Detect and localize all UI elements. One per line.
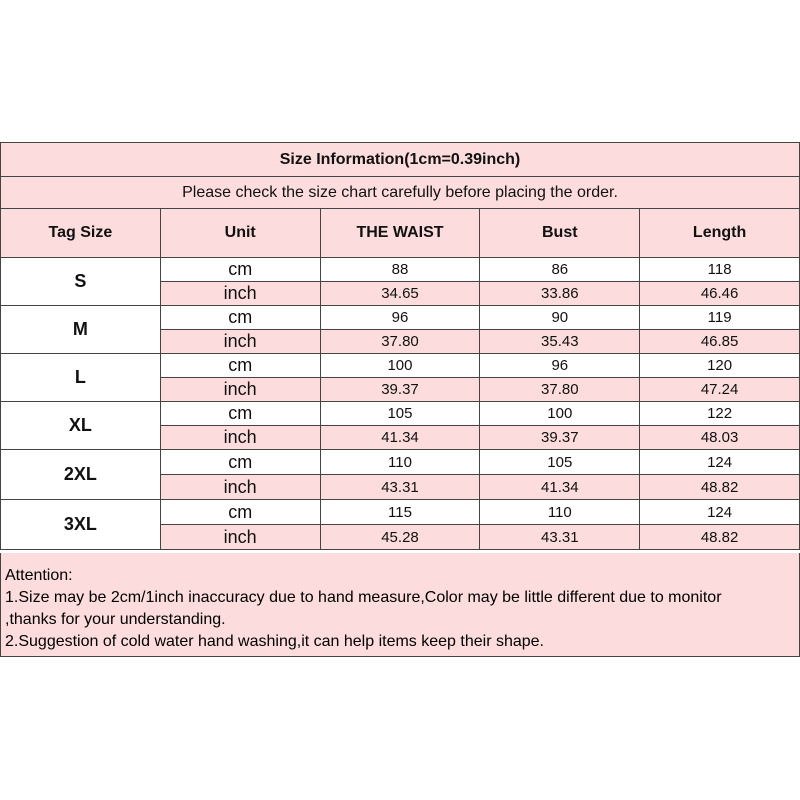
- attention-line: ,thanks for your understanding.: [5, 611, 226, 628]
- value-cell: 37.80: [319, 329, 481, 354]
- value-cell: 120: [639, 353, 800, 378]
- value-cell: 37.80: [479, 377, 641, 402]
- tag-size: 2XL: [0, 449, 161, 500]
- value-cell: 88: [319, 257, 481, 282]
- value-cell: 39.37: [319, 377, 481, 402]
- value-cell: 33.86: [479, 281, 641, 306]
- tag-size: S: [0, 257, 161, 306]
- table-row: XL cm 105 100 122: [0, 401, 800, 450]
- size-chart: Size Information(1cm=0.39inch) Please ch…: [0, 142, 800, 550]
- value-cell: 122: [639, 401, 800, 426]
- value-cell: 34.65: [319, 281, 481, 306]
- table-row: 3XL cm 115 110 124: [0, 499, 800, 550]
- header-unit: Unit: [159, 208, 321, 258]
- value-cell: 86: [479, 257, 641, 282]
- table-title: Size Information(1cm=0.39inch): [0, 142, 800, 177]
- unit-cell: inch: [159, 329, 321, 354]
- value-cell: 124: [639, 449, 800, 475]
- value-cell: 110: [479, 499, 641, 525]
- tag-size: M: [0, 305, 161, 354]
- value-cell: 48.82: [639, 524, 800, 550]
- table-row: inch 45.28 43.31 48.82: [0, 524, 800, 550]
- header-bust: Bust: [479, 208, 641, 258]
- value-cell: 43.31: [319, 474, 481, 500]
- value-cell: 124: [639, 499, 800, 525]
- value-cell: 118: [639, 257, 800, 282]
- value-cell: 100: [319, 353, 481, 378]
- unit-cell: cm: [159, 305, 321, 330]
- value-cell: 46.46: [639, 281, 800, 306]
- value-cell: 90: [479, 305, 641, 330]
- value-cell: 96: [319, 305, 481, 330]
- value-cell: 48.03: [639, 425, 800, 450]
- value-cell: 35.43: [479, 329, 641, 354]
- value-cell: 110: [319, 449, 481, 475]
- table-row: 2XL cm 110 105 124: [0, 449, 800, 500]
- value-cell: 43.31: [479, 524, 641, 550]
- unit-cell: inch: [159, 425, 321, 450]
- tag-size: L: [0, 353, 161, 402]
- value-cell: 115: [319, 499, 481, 525]
- unit-cell: cm: [159, 257, 321, 282]
- value-cell: 41.34: [319, 425, 481, 450]
- unit-cell: cm: [159, 353, 321, 378]
- unit-cell: cm: [159, 449, 321, 475]
- attention-heading: Attention:: [5, 567, 73, 584]
- header-tag-size: Tag Size: [0, 208, 161, 258]
- value-cell: 105: [479, 449, 641, 475]
- unit-cell: inch: [159, 524, 321, 550]
- unit-cell: inch: [159, 377, 321, 402]
- attention-line: 1.Size may be 2cm/1inch inaccuracy due t…: [5, 589, 722, 606]
- value-cell: 45.28: [319, 524, 481, 550]
- value-cell: 46.85: [639, 329, 800, 354]
- attention-notes: Attention: 1.Size may be 2cm/1inch inacc…: [0, 553, 800, 657]
- unit-cell: inch: [159, 474, 321, 500]
- unit-cell: inch: [159, 281, 321, 306]
- table-subtitle: Please check the size chart carefully be…: [0, 176, 800, 209]
- header-length: Length: [639, 208, 800, 258]
- tag-size: 3XL: [0, 499, 161, 550]
- attention-line: 2.Suggestion of cold water hand washing,…: [5, 633, 544, 650]
- header-waist: THE WAIST: [319, 208, 481, 258]
- value-cell: 47.24: [639, 377, 800, 402]
- value-cell: 100: [479, 401, 641, 426]
- value-cell: 96: [479, 353, 641, 378]
- tag-size: XL: [0, 401, 161, 450]
- value-cell: 39.37: [479, 425, 641, 450]
- size-table: Size Information(1cm=0.39inch) Please ch…: [0, 142, 800, 550]
- unit-cell: cm: [159, 401, 321, 426]
- table-row: inch 34.65 33.86 46.46: [0, 281, 800, 306]
- value-cell: 48.82: [639, 474, 800, 500]
- value-cell: 119: [639, 305, 800, 330]
- unit-cell: cm: [159, 499, 321, 525]
- value-cell: 105: [319, 401, 481, 426]
- value-cell: 41.34: [479, 474, 641, 500]
